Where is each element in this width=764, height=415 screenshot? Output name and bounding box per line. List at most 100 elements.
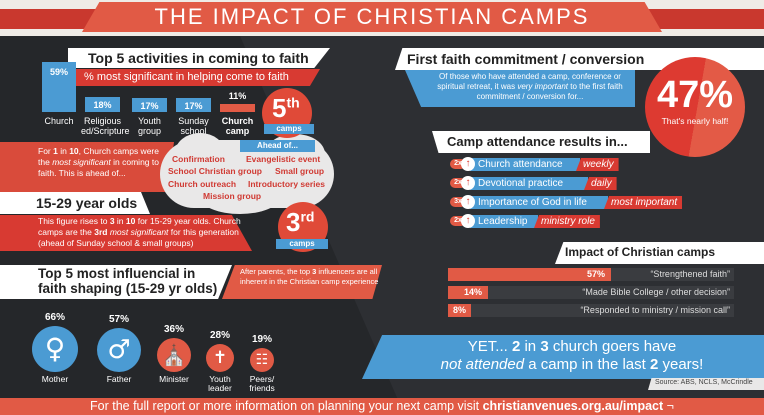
ahead-item: Confirmation bbox=[172, 154, 225, 164]
ahead-item: Church outreach bbox=[168, 179, 237, 189]
activity-bar bbox=[176, 97, 211, 112]
impact-bar-fill bbox=[448, 268, 612, 281]
ahead-item: Introductory series bbox=[248, 179, 325, 189]
arrow-up-icon: ↑ bbox=[461, 195, 475, 209]
ahead-of-label: Ahead of... bbox=[240, 140, 315, 152]
activity-bar-group: 11% Church camp bbox=[216, 0, 259, 140]
attendance-label: Importance of God in life bbox=[470, 196, 608, 209]
impact-title-background bbox=[555, 242, 764, 264]
arrow-up-icon: ↑ bbox=[461, 214, 475, 228]
influencer-circle: ⛪ bbox=[157, 338, 191, 372]
activity-bar-group: 59% Church bbox=[38, 0, 80, 140]
impact-bar-label: “Made Bible College / other decision” bbox=[582, 287, 730, 297]
youth-description-background bbox=[0, 215, 252, 251]
activity-bar-label: Church camp bbox=[221, 116, 254, 136]
activities-subtitle-background bbox=[68, 69, 320, 86]
impact-bar-track: 57% “Strengthened faith” bbox=[448, 268, 734, 281]
activity-bar-group: 17% Youth group bbox=[128, 0, 171, 140]
impact-bar-track: 8% “Responded to ministry / mission call” bbox=[448, 304, 734, 317]
influencer-percentage: 66% bbox=[44, 312, 65, 323]
attendance-row: Devotional practice daily 2x ↑ bbox=[450, 176, 764, 190]
footer-link[interactable]: christianvenues.org.au/impact bbox=[482, 399, 664, 413]
first-faith-description: Of those who have attended a camp, confe… bbox=[437, 72, 623, 101]
attendance-label: Devotional practice bbox=[470, 177, 588, 190]
ahead-item: School Christian group bbox=[168, 166, 262, 176]
group-icon: ☷ bbox=[255, 352, 269, 368]
arrow-up-icon: ↑ bbox=[461, 176, 475, 190]
influencer-label: Minister bbox=[159, 374, 189, 384]
impact-title: Impact of Christian camps bbox=[565, 245, 716, 259]
influencer-percentage: 28% bbox=[209, 330, 230, 341]
attendance-label: Church attendance bbox=[470, 158, 580, 171]
attendance-row: Leadership ministry role 2x ↑ bbox=[450, 214, 764, 228]
attendance-tag: weekly bbox=[576, 158, 619, 171]
influencer-percentage: 36% bbox=[163, 324, 184, 335]
influencer-percentage: 19% bbox=[251, 334, 272, 345]
activities-title-background bbox=[68, 48, 330, 68]
activity-bar-value: 11% bbox=[228, 91, 247, 101]
youth-title: 15-29 year olds bbox=[36, 195, 138, 211]
activity-bar bbox=[132, 97, 167, 112]
influencer-label: Mother bbox=[41, 374, 69, 384]
youth-title-background bbox=[0, 192, 150, 214]
impact-bar-fill bbox=[448, 286, 489, 299]
influencer-label: Father bbox=[106, 374, 132, 384]
attendance-title: Camp attendance results in... bbox=[447, 134, 628, 149]
first-faith-circle bbox=[645, 57, 745, 157]
impact-bar-fill bbox=[448, 304, 471, 317]
attendance-tag: daily bbox=[584, 177, 617, 190]
activities-description: For 1 in 10, Church camps were the most … bbox=[38, 146, 159, 178]
cloud-bump bbox=[175, 133, 225, 173]
activities-subtitle: % most significant in helping come to fa… bbox=[84, 71, 289, 83]
rank-tag: camps bbox=[276, 239, 328, 249]
impact-bar-value: 14% bbox=[464, 287, 483, 297]
impact-bar-value: 57% bbox=[587, 269, 606, 279]
attendance-multiplier: 2x bbox=[450, 159, 466, 169]
church-icon: ⛪ bbox=[161, 343, 187, 367]
influencer-circle: ♀ bbox=[32, 326, 78, 372]
influencer-circle: ☷ bbox=[250, 348, 274, 372]
influencer-circle: ✝ bbox=[206, 344, 234, 372]
activities-description-background bbox=[0, 142, 174, 192]
attendance-row: Church attendance weekly 2x ↑ bbox=[450, 157, 764, 171]
man-icon: ♂ bbox=[107, 335, 131, 365]
first-faith-note: That's nearly half! bbox=[661, 116, 729, 126]
arrow-up-icon: ↑ bbox=[461, 157, 475, 171]
rank-tag: camps bbox=[264, 124, 314, 134]
activity-bar-label: Sunday school bbox=[178, 116, 209, 136]
attendance-multiplier: 2x bbox=[450, 216, 466, 226]
rank-number: 5th bbox=[272, 93, 300, 123]
attendance-tag: ministry role bbox=[534, 215, 600, 228]
youth-leader-icon: ✝ bbox=[212, 348, 228, 368]
cloud-bump bbox=[200, 180, 280, 214]
activity-bar-label: Religious ed/Scripture bbox=[81, 116, 130, 136]
footer-text: For the full report or more information … bbox=[90, 399, 674, 413]
ahead-item: Evangelistic event bbox=[246, 154, 321, 164]
source-background bbox=[648, 378, 764, 390]
first-faith-title: First faith commitment / conversion bbox=[407, 51, 645, 67]
rank-number: 3rd bbox=[286, 207, 315, 237]
youth-description: This figure rises to 3 in 10 for 15-29 y… bbox=[38, 216, 241, 248]
yet-banner-line-2: not attended a camp in the last 2 years! bbox=[440, 356, 704, 373]
ahead-item: Mission group bbox=[203, 191, 262, 201]
activity-bar bbox=[42, 62, 76, 112]
ahead-item: Small group bbox=[275, 166, 325, 176]
activity-bar-group: 18% Religious ed/Scripture bbox=[81, 0, 130, 140]
attendance-multiplier: 2x bbox=[450, 178, 466, 188]
activity-bar-group: 17% Sunday school bbox=[172, 0, 215, 140]
influencer-label: Youth leader bbox=[208, 374, 232, 393]
source-note: Source: ABS, NCLS, McCrindle bbox=[655, 379, 753, 386]
woman-icon: ♀ bbox=[44, 332, 66, 365]
page-title: THE IMPACT OF CHRISTIAN CAMPS bbox=[154, 4, 590, 29]
influencer-circle: ♂ bbox=[97, 328, 141, 372]
activity-bar-value: 17% bbox=[140, 100, 159, 111]
activity-bar-label: Church bbox=[44, 116, 74, 126]
activity-bar-value: 17% bbox=[184, 100, 203, 111]
influencer-label: Peers/friends bbox=[249, 374, 275, 393]
influencer-percentage: 57% bbox=[108, 314, 129, 325]
influencers-title-background bbox=[0, 265, 232, 299]
influencers-note: After parents, the top 3 influencers are… bbox=[240, 267, 379, 286]
footer-bar bbox=[0, 398, 764, 415]
attendance-multiplier: 3x bbox=[450, 197, 466, 207]
first-faith-description-background bbox=[405, 70, 635, 107]
